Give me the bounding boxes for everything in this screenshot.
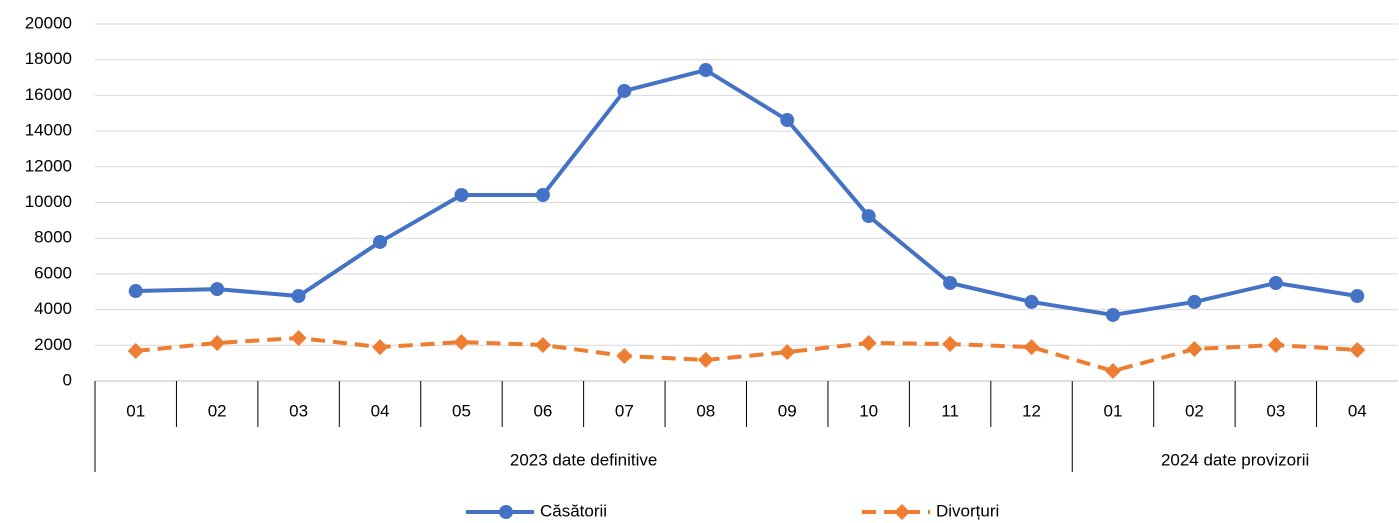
marker — [373, 234, 388, 249]
series-line — [135, 68, 1358, 317]
marker — [943, 276, 958, 291]
x-tick-label: 06 — [533, 401, 552, 420]
y-tick-label: 0 — [63, 370, 72, 389]
marker — [454, 188, 469, 203]
marker — [128, 284, 143, 299]
x-group-label: 2024 date provizorii — [1161, 450, 1309, 469]
y-tick-label: 14000 — [25, 121, 72, 140]
marker — [697, 351, 714, 368]
y-tick-label: 18000 — [25, 49, 72, 68]
x-tick-label: 11 — [941, 401, 959, 420]
marker — [1267, 336, 1284, 353]
x-tick-label: 02 — [1185, 401, 1204, 420]
x-tick-label: 01 — [1104, 401, 1123, 420]
x-tick-label: 12 — [1022, 401, 1041, 420]
marker — [698, 63, 713, 78]
marker — [127, 343, 144, 360]
marker — [1023, 339, 1040, 356]
marker — [1349, 341, 1366, 358]
x-tick-label: 04 — [371, 401, 390, 420]
marker — [1105, 307, 1120, 322]
marker — [861, 209, 876, 224]
legend-label: Căsătorii — [540, 501, 607, 520]
y-tick-label: 20000 — [25, 13, 72, 32]
y-tick-label: 2000 — [34, 335, 72, 354]
y-tick-label: 16000 — [25, 85, 72, 104]
legend-marker — [499, 505, 513, 519]
x-tick-label: 01 — [126, 401, 145, 420]
legend-label: Divorțuri — [936, 501, 999, 520]
x-tick-label: 10 — [859, 401, 878, 420]
marker — [1268, 276, 1283, 291]
y-tick-label: 4000 — [34, 299, 72, 318]
marker — [779, 344, 796, 361]
marker — [1104, 363, 1121, 380]
marker — [1024, 294, 1039, 309]
x-tick-label: 05 — [452, 401, 471, 420]
marker — [616, 348, 633, 365]
marker — [780, 113, 795, 128]
x-tick-label: 09 — [778, 401, 797, 420]
marker — [942, 336, 959, 353]
marker — [534, 336, 551, 353]
marker — [209, 334, 226, 351]
marker — [290, 329, 307, 346]
legend-marker — [894, 504, 910, 520]
x-tick-label: 02 — [208, 401, 227, 420]
marker — [453, 334, 470, 351]
marker — [1187, 294, 1202, 309]
y-tick-label: 10000 — [25, 192, 72, 211]
series-line — [135, 335, 1358, 374]
marker — [860, 334, 877, 351]
x-group-label: 2023 date definitive — [510, 450, 657, 469]
marker — [1186, 341, 1203, 358]
y-tick-label: 8000 — [34, 228, 72, 247]
marker — [1350, 289, 1365, 304]
marker — [535, 188, 550, 203]
marker — [372, 339, 389, 356]
y-tick-label: 6000 — [34, 263, 72, 282]
x-tick-label: 08 — [696, 401, 715, 420]
x-tick-label: 04 — [1348, 401, 1367, 420]
marker — [291, 289, 306, 304]
marker — [210, 282, 225, 297]
marker — [617, 83, 632, 98]
x-tick-label: 03 — [289, 401, 308, 420]
y-tick-label: 12000 — [25, 156, 72, 175]
x-tick-label: 03 — [1266, 401, 1285, 420]
x-tick-label: 07 — [615, 401, 634, 420]
